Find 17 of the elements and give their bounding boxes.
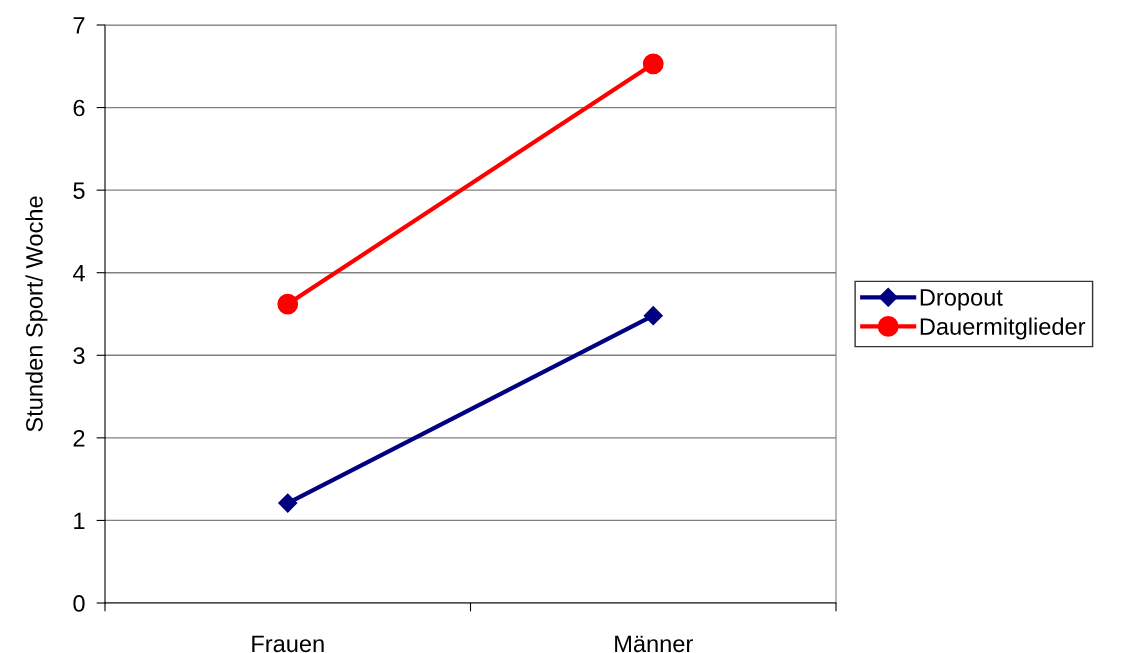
y-tick-label: 5 [73, 182, 85, 199]
point [643, 306, 663, 326]
point [642, 53, 664, 75]
y-tick-label: 4 [72, 265, 85, 282]
legend-label: Dropout [920, 289, 1003, 311]
y-axis-title: Stunden Sport/ Woche [25, 196, 48, 432]
point [277, 293, 299, 315]
y-tick-label: 2 [73, 429, 85, 447]
x-tick-label: Frauen [252, 635, 324, 653]
y-tick-label: 6 [73, 99, 85, 117]
x-tick-label: Männer [615, 635, 693, 653]
point [278, 493, 298, 513]
y-tick-label: 0 [73, 595, 85, 612]
y-tick-label: 3 [73, 347, 85, 365]
y-tick-label: 7 [73, 17, 85, 34]
legend-label: Dauermitglieder [920, 317, 1086, 340]
y-tick-label: 1 [74, 512, 85, 529]
